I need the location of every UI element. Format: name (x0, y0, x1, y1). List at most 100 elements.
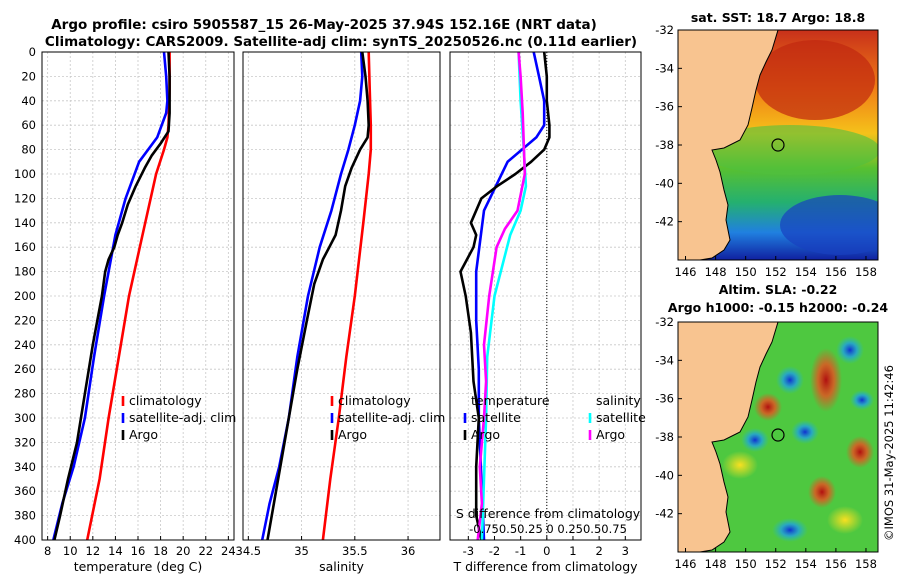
panel-frame (449, 51, 642, 541)
y-tick-label: 240 (14, 338, 36, 352)
map-x-tick-label: 158 (855, 265, 877, 279)
x-tick-label: 34.5 (236, 544, 262, 558)
sla-map-title-1: Altim. SLA: -0.22 (719, 282, 838, 297)
diff-salinity-legend-label: Argo (596, 427, 625, 442)
series-climatology (321, 51, 373, 541)
y-tick-label: 280 (14, 387, 36, 401)
salinity-legend-label: satellite-adj. clim (338, 410, 445, 425)
series-s-argo (476, 51, 527, 541)
x-tick-label: -2 (489, 544, 500, 558)
map-x-tick-label: 148 (705, 265, 727, 279)
x-tick-label: 10 (63, 544, 78, 558)
map-y-tick-label: -40 (655, 176, 674, 190)
sst-map-title: sat. SST: 18.7 Argo: 18.8 (691, 10, 865, 25)
diff-temperature-legend-label: Argo (471, 427, 500, 442)
title-line-2: Climatology: CARS2009. Satellite-adj cli… (45, 34, 637, 50)
sla-low-1 (776, 366, 804, 394)
y-tick-label: 320 (14, 435, 36, 449)
x-axis-label: T difference from climatology (452, 559, 638, 574)
x-tick-label: 0 (543, 544, 550, 558)
panel-temperature: 8 10 12 14 16 18 20 22 24 temperature (deg C) (41, 51, 236, 574)
sla-low-2 (836, 336, 864, 364)
series-t-argo (459, 51, 551, 541)
map-x-tick-label: 150 (735, 557, 757, 571)
sst-float-marker (771, 138, 785, 152)
map-y-tick-label: -34 (655, 353, 674, 367)
x-tick-label: 22 (198, 544, 213, 558)
y-tick-label: 340 (14, 460, 36, 474)
sla-high-4 (846, 436, 874, 468)
salinity-legend-label: Argo (338, 427, 367, 442)
map-x-tick-label: 148 (705, 557, 727, 571)
map-y-tick-label: -38 (655, 430, 674, 444)
y-tick-label: 200 (14, 289, 36, 303)
y-tick-label: 220 (14, 313, 36, 327)
x-axis-label: temperature (deg C) (74, 559, 203, 574)
y-tick-label: 400 (14, 533, 36, 547)
y-tick-label: 40 (21, 94, 36, 108)
temperature-legend-label: climatology (129, 393, 202, 408)
title-line-1: Argo profile: csiro 5905587_15 26-May-20… (51, 17, 597, 33)
map-y-tick-label: -40 (655, 468, 674, 482)
sla-yellow-2 (827, 506, 863, 534)
panel-difference: -3 -2 -1 0 1 2 3T difference from climatology (449, 51, 642, 574)
x-tick-label: 24 (221, 544, 236, 558)
sst-warm-core (755, 40, 875, 120)
x-axis-label: salinity (319, 559, 364, 574)
sla-low-3 (791, 420, 819, 444)
x-tick-label: 35 (294, 544, 309, 558)
y-tick-label: 80 (21, 143, 36, 157)
sst-green-band (700, 125, 878, 175)
map-x-tick-label: 152 (765, 265, 787, 279)
sla-yellow-1 (722, 451, 758, 479)
sla-axes: 146 148 150 152 154 156 158 -32 -34 -36 -38 -40 -42 (655, 315, 877, 571)
map-x-tick-label: 158 (855, 557, 877, 571)
map-y-tick-label: -36 (655, 392, 674, 406)
temperature-legend-label: Argo (129, 427, 158, 442)
y-tick-label: 360 (14, 484, 36, 498)
x-tick-label: 12 (86, 544, 101, 558)
sla-low-6 (850, 390, 874, 410)
map-x-tick-label: 156 (825, 557, 847, 571)
diff-salinity-legend-label: salinity (596, 393, 641, 408)
sst-axes: 146 148 150 152 154 156 158 -32 -34 -36 -38 -40 -42 (655, 23, 877, 279)
map-x-tick-label: 150 (735, 265, 757, 279)
y-tick-label: 160 (14, 240, 36, 254)
x-tick-label: -3 (463, 544, 474, 558)
map-x-tick-label: 156 (825, 265, 847, 279)
map-y-tick-label: -42 (655, 507, 674, 521)
diff-temperature-legend-label: satellite (471, 410, 521, 425)
x-tick-label: 14 (108, 544, 123, 558)
x-tick-label: 8 (44, 544, 51, 558)
sst-cool-patch (780, 195, 878, 255)
x-tick-label: 36 (401, 544, 416, 558)
series-argo (53, 51, 171, 541)
y-tick-label: 100 (14, 167, 36, 181)
x-tick-label: 16 (131, 544, 146, 558)
map-y-tick-label: -32 (655, 315, 674, 329)
y-tick-label: 0 (29, 45, 36, 59)
x-tick-label: 18 (153, 544, 168, 558)
sla-map-title-2: Argo h1000: -0.15 h2000: -0.24 (668, 300, 889, 315)
y-tick-label: 260 (14, 362, 36, 376)
y-tick-label: 60 (21, 118, 36, 132)
map-x-tick-label: 154 (795, 265, 817, 279)
panel-frame (242, 51, 441, 541)
y-tick-label: 180 (14, 265, 36, 279)
map-x-tick-label: 146 (675, 557, 697, 571)
series-satellite-adj-clim (52, 51, 169, 541)
y-tick-label: 120 (14, 191, 36, 205)
map-x-tick-label: 152 (765, 557, 787, 571)
map-x-tick-label: 154 (795, 557, 817, 571)
map-x-tick-label: 146 (675, 265, 697, 279)
map-y-tick-label: -42 (655, 215, 674, 229)
y-tick-label: 300 (14, 411, 36, 425)
salinity-legend-label: climatology (338, 393, 411, 408)
sla-high-1 (810, 348, 842, 412)
s-difference-label: S difference from climatology (456, 506, 641, 521)
imos-timestamp: ©IMOS 31-May-2025 11:42:46 (882, 365, 896, 541)
sla-high-3 (808, 476, 836, 508)
diff-salinity-legend-label: satellite (596, 410, 646, 425)
